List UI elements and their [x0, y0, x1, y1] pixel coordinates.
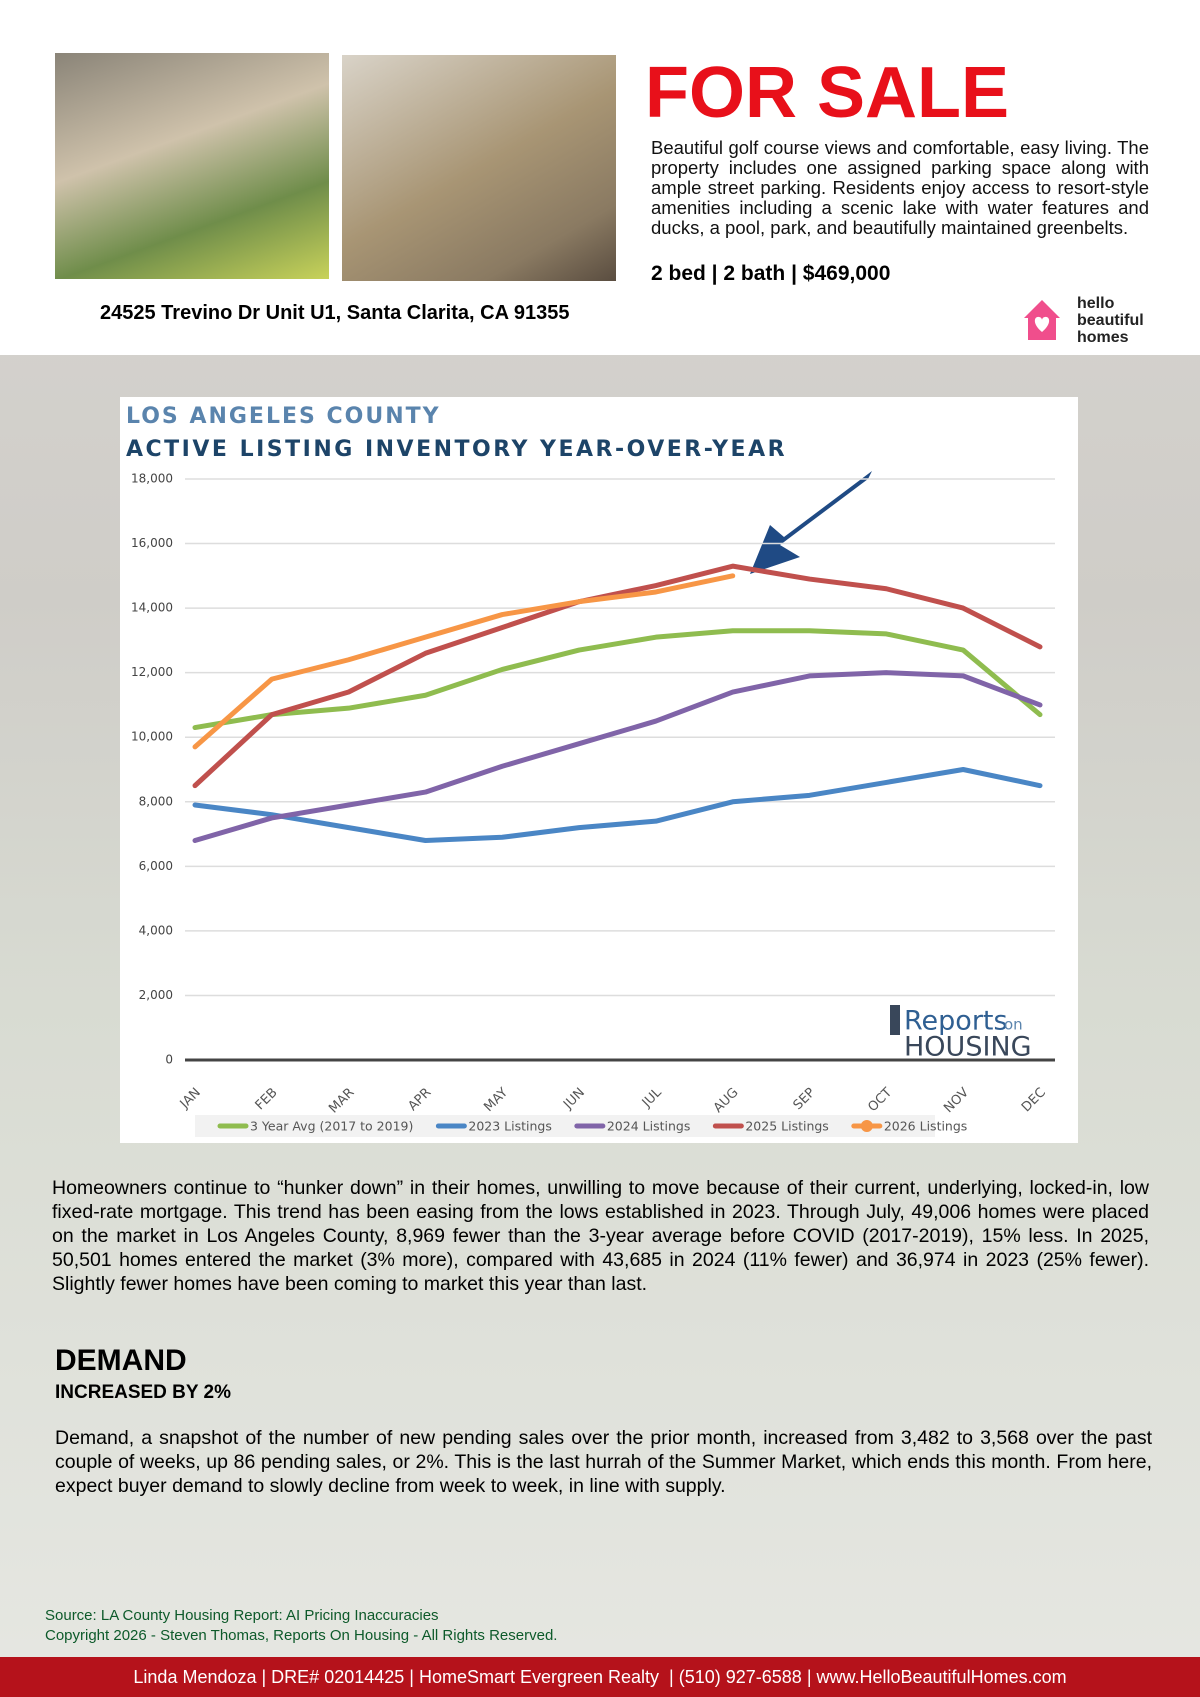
photo-interior: [342, 55, 616, 281]
x-tick-label: FEB: [253, 1085, 281, 1113]
logo-word: hello: [1077, 295, 1115, 312]
y-tick-label: 2,000: [139, 988, 173, 1002]
series-line: [192, 573, 736, 750]
legend-marker: [860, 1120, 873, 1132]
y-tick-label: 6,000: [139, 859, 173, 873]
x-tick-label: JUN: [560, 1085, 588, 1113]
x-tick-label: APR: [405, 1085, 434, 1114]
x-tick-label: MAY: [481, 1085, 511, 1115]
y-tick-label: 8,000: [139, 794, 173, 808]
y-tick-label: 14,000: [131, 601, 173, 615]
logo-word: on: [1004, 1016, 1023, 1034]
photo-exterior: [55, 53, 329, 279]
y-tick-label: 4,000: [139, 923, 173, 937]
source: Source: LA County Housing Report: AI Pri…: [45, 1607, 439, 1624]
arrow-annotation: [750, 471, 872, 574]
chart-title: LOS ANGELES COUNTY: [126, 404, 441, 429]
chart-subtitle: ACTIVE LISTING INVENTORY YEAR-OVER-YEAR: [126, 437, 787, 462]
series-line: [192, 767, 1043, 844]
copyright: Copyright 2026 - Steven Thomas, Reports …: [45, 1627, 558, 1644]
section-heading: DEMAND: [55, 1344, 187, 1377]
legend-label: 2026 Listings: [884, 1119, 967, 1134]
footer-bar: [0, 1657, 1200, 1697]
series-line: [192, 670, 1043, 844]
x-tick-label: JAN: [177, 1085, 204, 1112]
series-line: [192, 563, 1043, 789]
address: 24525 Trevino Dr Unit U1, Santa Clarita,…: [100, 302, 570, 324]
y-tick-label: 10,000: [131, 730, 173, 744]
x-tick-label: MAR: [326, 1085, 357, 1116]
section-subheading: INCREASED BY 2%: [55, 1382, 231, 1403]
description: Beautiful golf course views and comforta…: [651, 137, 1149, 238]
source-logo: Reports on HOUSING: [890, 1005, 1032, 1063]
y-tick-label: 12,000: [131, 665, 173, 679]
chart: LOS ANGELES COUNTY ACTIVE LISTING INVENT…: [120, 397, 1078, 1143]
legend-label: 3 Year Avg (2017 to 2019): [250, 1119, 413, 1134]
legend-label: 2025 Listings: [745, 1119, 828, 1134]
x-tick-label: OCT: [865, 1085, 895, 1115]
x-tick-label: NOV: [941, 1085, 972, 1116]
legend-label: 2024 Listings: [607, 1119, 690, 1134]
logo-mark: [890, 1005, 900, 1035]
x-tick-label: AUG: [711, 1085, 742, 1116]
legend-label: 2023 Listings: [468, 1119, 551, 1134]
logo-word: homes: [1077, 329, 1129, 346]
section-body: Demand, a snapshot of the number of new …: [55, 1427, 1152, 1497]
y-tick-label: 18,000: [131, 472, 173, 486]
series-line: [192, 628, 1043, 731]
contact: Linda Mendoza | DRE# 02014425 | HomeSmar…: [133, 1667, 1067, 1687]
for-sale-title: FOR SALE: [645, 53, 1010, 133]
logo-word: Reports: [904, 1006, 1008, 1037]
logo-icon: [1024, 300, 1060, 340]
x-tick-label: SEP: [791, 1085, 819, 1113]
x-tick-label: DEC: [1019, 1085, 1049, 1115]
logo-word: HOUSING: [904, 1032, 1032, 1063]
paragraph: Homeowners continue to “hunker down” in …: [52, 1177, 1149, 1295]
y-tick-label: 0: [165, 1053, 173, 1067]
y-tick-label: 16,000: [131, 536, 173, 550]
x-tick-label: JUL: [639, 1085, 665, 1111]
summary: 2 bed | 2 bath | $469,000: [651, 262, 891, 285]
legend-box: [195, 1115, 935, 1137]
logo-text: hello beautiful homes: [1077, 295, 1144, 346]
logo-word: beautiful: [1077, 312, 1144, 329]
